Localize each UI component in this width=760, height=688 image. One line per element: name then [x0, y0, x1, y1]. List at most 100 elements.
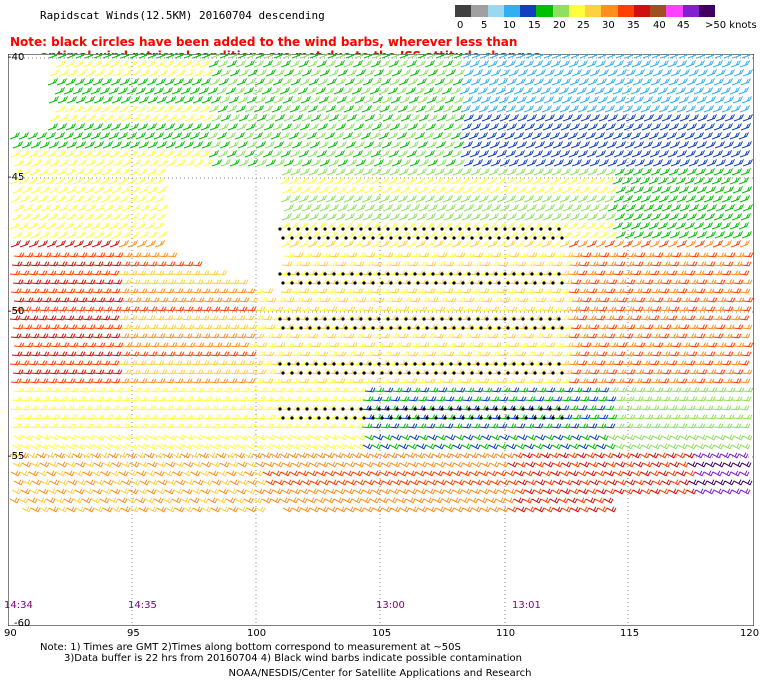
wind-barb: [409, 159, 420, 167]
wind-barb: [355, 159, 366, 167]
wind-barb: [567, 177, 578, 185]
wind-barb: [606, 96, 617, 104]
wind-barb: [93, 141, 104, 149]
wind-barb: [103, 114, 114, 122]
wind-barb: [570, 54, 580, 59]
wind-barb: [317, 168, 328, 176]
footnote-line-2: 3)Data buffer is 22 hrs from 20160704 4)…: [64, 653, 522, 664]
wind-barb: [517, 114, 528, 122]
wind-barb: [27, 132, 38, 140]
wind-barb: [445, 69, 456, 77]
wind-barb: [387, 87, 398, 95]
wind-barb: [315, 177, 326, 185]
wind-barb: [714, 141, 725, 149]
wind-barb: [300, 186, 311, 194]
wind-barb: [508, 69, 519, 77]
wind-barb: [416, 168, 427, 176]
wind-barb: [19, 195, 30, 203]
wind-barb: [309, 54, 319, 59]
wind-barb: [371, 123, 382, 131]
wind-barb: [217, 60, 228, 68]
wind-barb: [361, 195, 372, 203]
wind-barb: [677, 168, 688, 176]
wind-barb: [598, 114, 609, 122]
wind-barb: [256, 159, 267, 167]
wind-barb: [730, 105, 741, 113]
wind-barb: [436, 114, 447, 122]
wind-barb: [228, 54, 238, 59]
wind-barb: [99, 177, 110, 185]
wind-barb: [216, 87, 227, 95]
legend-swatch: [536, 5, 553, 17]
wind-barb: [360, 177, 371, 185]
wind-barb: [126, 87, 137, 95]
legend-swatch: [633, 5, 650, 17]
wind-barb: [688, 69, 699, 77]
wind-barb: [184, 159, 195, 167]
wind-barb: [191, 78, 202, 86]
wind-barb: [235, 60, 246, 68]
wind-barb: [353, 78, 364, 86]
wind-barb: [579, 141, 590, 149]
wind-barb: [724, 114, 735, 122]
wind-barb: [147, 96, 158, 104]
wind-barb: [597, 54, 607, 59]
wind-barb: [686, 78, 697, 86]
wind-barb: [229, 114, 240, 122]
wind-barb: [280, 60, 291, 68]
wind-barb: [625, 69, 636, 77]
lon-label: 105: [372, 628, 392, 639]
wind-barb: [318, 96, 329, 104]
legend-swatch: [585, 5, 602, 17]
wind-barb: [488, 78, 499, 86]
wind-barb: [514, 60, 525, 68]
wind-barb: [297, 132, 308, 140]
wind-barb: [409, 69, 420, 77]
wind-barb: [382, 69, 393, 77]
wind-barb: [73, 60, 84, 68]
wind-barb: [290, 78, 301, 86]
wind-barb: [558, 132, 569, 140]
wind-barb: [704, 78, 715, 86]
wind-barb: [288, 132, 299, 140]
wind-barb: [472, 114, 483, 122]
wind-barb: [570, 96, 581, 104]
wind-barb: [740, 168, 751, 176]
wind-barb: [318, 54, 328, 59]
wind-barb: [462, 141, 473, 149]
wind-barb: [652, 69, 663, 77]
wind-barb: [236, 123, 247, 131]
wind-barb: [55, 150, 66, 158]
wind-barb: [346, 69, 357, 77]
wind-barb: [706, 159, 717, 167]
wind-barb: [589, 69, 600, 77]
wind-barb: [90, 132, 101, 140]
wind-barb: [327, 186, 338, 194]
wind-barb: [101, 168, 112, 176]
wind-barb: [136, 105, 147, 113]
wind-barb: [677, 78, 688, 86]
wind-barb: [616, 114, 627, 122]
wind-barb: [354, 141, 365, 149]
wind-barb: [291, 96, 302, 104]
wind-barb: [64, 195, 75, 203]
wind-barb: [192, 96, 203, 104]
wind-barb: [255, 54, 265, 59]
wind-barb: [435, 186, 446, 194]
wind-barb: [336, 54, 346, 59]
wind-barb: [27, 177, 38, 185]
wind-barb: [325, 60, 336, 68]
wind-barb: [360, 132, 371, 140]
wind-barb: [135, 132, 146, 140]
wind-barb: [630, 132, 641, 140]
wind-barb: [479, 78, 490, 86]
wind-barb: [576, 87, 587, 95]
wind-barb: [517, 159, 528, 167]
wind-barb: [739, 60, 750, 68]
wind-barb: [47, 123, 58, 131]
wind-barb: [613, 150, 624, 158]
wind-barb: [119, 123, 130, 131]
wind-barb: [679, 69, 690, 77]
wind-barb: [381, 54, 391, 59]
wind-barb: [594, 132, 605, 140]
